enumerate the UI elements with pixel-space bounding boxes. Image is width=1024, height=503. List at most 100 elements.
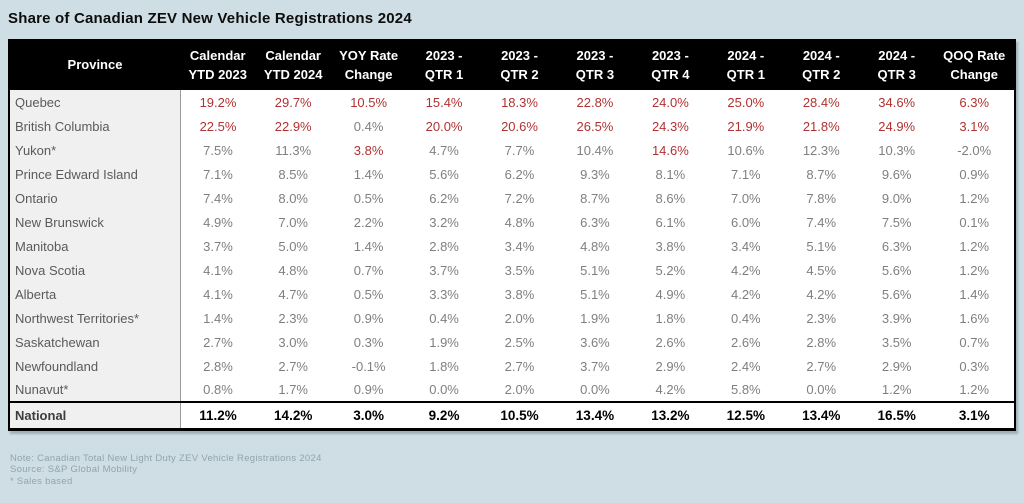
value-cell: 1.4% <box>353 166 384 182</box>
province-cell: New Brunswick <box>9 210 181 234</box>
value-cell: 24.9% <box>878 118 916 134</box>
value-cell: 4.2% <box>655 382 686 397</box>
value-cell: 2.6% <box>655 334 686 350</box>
province-cell: Yukon* <box>9 138 181 162</box>
table-row: Nunavut* 0.8% 1.7% 0.9% 0.0% 2.0% 0.0% 4.2% 5.8%… <box>9 378 1015 402</box>
value-cell: 3.4% <box>730 238 761 254</box>
table-row: Nova Scotia 4.1% 4.8% 0.7% 3.7% 3.5% 5.1% 5.2% 4… <box>9 258 1015 282</box>
value-cell: 2.9% <box>881 358 912 374</box>
table-row: Saskatchewan 2.7% 3.0% 0.3% 1.9% 2.5% 3.6% 2.6%… <box>9 330 1015 354</box>
value-cell: 5.1% <box>580 286 610 302</box>
value-cell: 7.5% <box>203 142 233 158</box>
value-cell: 0.4% <box>353 118 384 134</box>
value-cell: 8.6% <box>655 190 686 206</box>
column-header: Calendar YTD 2024 <box>255 40 331 90</box>
value-cell: 3.7% <box>429 262 459 278</box>
value-cell: 5.2% <box>655 262 686 278</box>
value-cell: 7.1% <box>730 166 761 182</box>
value-cell: 2.5% <box>504 334 535 350</box>
value-cell: 2.7% <box>806 358 837 374</box>
value-cell: 4.2% <box>730 262 761 278</box>
value-cell: 2.9% <box>655 358 686 374</box>
value-cell: 22.8% <box>576 94 614 110</box>
value-cell: 8.5% <box>278 166 308 182</box>
value-cell: 1.2% <box>959 190 990 206</box>
column-header: 2023 - QTR 3 <box>557 40 633 90</box>
value-cell: 5.6% <box>429 166 459 182</box>
value-cell: 7.7% <box>504 142 535 158</box>
value-cell: 3.8% <box>504 286 535 302</box>
table-row: Yukon* 7.5% 11.3% 3.8% 4.7% 7.7% 10.4% 14.6% 10.… <box>9 138 1015 162</box>
value-cell: 13.2% <box>651 407 690 423</box>
value-cell: 4.2% <box>806 286 837 302</box>
value-cell: 6.1% <box>655 214 686 230</box>
value-cell: 8.7% <box>580 190 610 206</box>
value-cell: 7.1% <box>203 166 233 182</box>
value-cell: 5.1% <box>806 238 837 254</box>
value-cell: 18.3% <box>501 94 538 110</box>
value-cell: 0.7% <box>959 334 990 350</box>
page-title: Share of Canadian ZEV New Vehicle Regist… <box>8 10 412 27</box>
value-cell: 3.8% <box>353 142 384 158</box>
value-cell: 3.5% <box>504 262 535 278</box>
value-cell: 1.4% <box>959 286 990 302</box>
value-cell: 24.3% <box>651 118 689 134</box>
value-cell: 1.2% <box>881 382 912 397</box>
value-cell: 1.7% <box>278 382 308 397</box>
value-cell: 2.8% <box>203 358 233 374</box>
value-cell: 22.9% <box>274 118 312 134</box>
value-cell: 14.2% <box>274 407 313 423</box>
value-cell: 1.4% <box>353 238 384 254</box>
value-cell: 3.1% <box>959 118 990 134</box>
value-cell: 2.7% <box>203 334 233 350</box>
value-cell: 0.5% <box>353 286 384 302</box>
footnote-note: Note: Canadian Total New Light Duty ZEV … <box>10 452 322 464</box>
column-header: 2024 - QTR 3 <box>858 40 935 90</box>
table-row: Quebec 19.2% 29.7% 10.5% 15.4% 18.3% 22.8% 24.0… <box>9 90 1015 114</box>
province-cell: British Columbia <box>9 114 181 138</box>
province-cell: Manitoba <box>9 234 181 258</box>
table-body: Quebec 19.2% 29.7% 10.5% 15.4% 18.3% 22.8% 24.0… <box>9 90 1015 429</box>
value-cell: 0.3% <box>353 334 384 350</box>
value-cell: 0.3% <box>959 358 990 374</box>
value-cell: 2.4% <box>730 358 761 374</box>
column-header: 2023 - QTR 1 <box>406 40 482 90</box>
value-cell: 0.0% <box>429 382 459 397</box>
column-header: 2024 - QTR 1 <box>708 40 784 90</box>
value-cell: 9.3% <box>580 166 610 182</box>
table-row: Prince Edward Island 7.1% 8.5% 1.4% 5.6% 6.2%… <box>9 162 1015 186</box>
value-cell: 16.5% <box>877 407 916 423</box>
value-cell: 0.9% <box>353 382 384 397</box>
value-cell: 1.6% <box>959 310 990 326</box>
value-cell: 7.0% <box>730 190 761 206</box>
value-cell: 1.2% <box>959 382 990 397</box>
value-cell: 8.1% <box>655 166 686 182</box>
province-cell: Nova Scotia <box>9 258 181 282</box>
value-cell: 0.1% <box>959 214 990 230</box>
value-cell: 9.0% <box>881 190 912 206</box>
value-cell: 0.9% <box>959 166 990 182</box>
value-cell: 11.2% <box>199 407 237 423</box>
table-row: Ontario 7.4% 8.0% 0.5% 6.2% 7.2% 8.7% 8.6% 7.0% 7… <box>9 186 1015 210</box>
value-cell: 3.8% <box>655 238 686 254</box>
value-cell: 26.5% <box>576 118 614 134</box>
national-row: National 11.2% 14.2% 3.0% 9.2% 10.5% 13.4% 13.2… <box>9 402 1015 429</box>
value-cell: 3.7% <box>580 358 610 374</box>
value-cell: 28.4% <box>802 94 840 110</box>
value-cell: 8.0% <box>278 190 308 206</box>
column-header: QOQ Rate Change <box>934 40 1015 90</box>
value-cell: 1.2% <box>959 262 990 278</box>
value-cell: 5.1% <box>580 262 610 278</box>
value-cell: 29.7% <box>274 94 312 110</box>
value-cell: 7.4% <box>203 190 233 206</box>
value-cell: 6.3% <box>580 214 610 230</box>
value-cell: 3.6% <box>580 334 610 350</box>
value-cell: 0.7% <box>353 262 384 278</box>
value-cell: 24.0% <box>651 94 689 110</box>
value-cell: 0.8% <box>203 382 233 397</box>
footnotes: Note: Canadian Total New Light Duty ZEV … <box>10 453 1016 488</box>
table-header: Province Calendar YTD 2023 Calendar YTD 20… <box>9 40 1015 90</box>
value-cell: 4.9% <box>655 286 686 302</box>
value-cell: 11.3% <box>275 142 312 158</box>
